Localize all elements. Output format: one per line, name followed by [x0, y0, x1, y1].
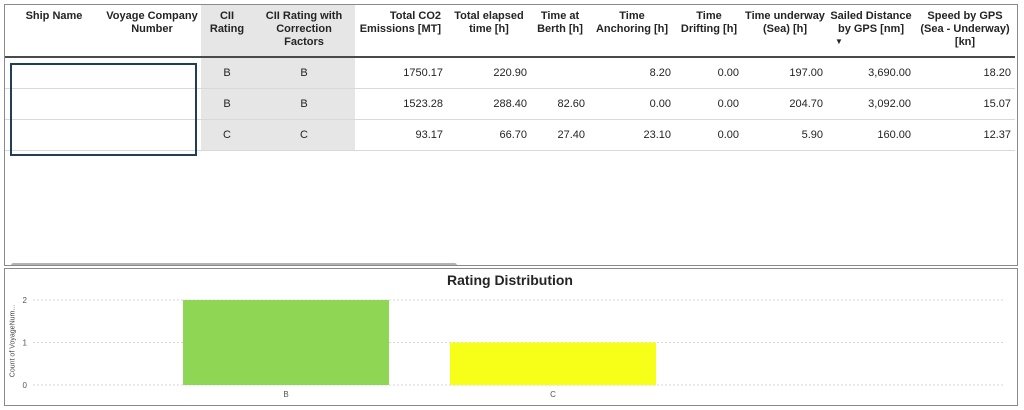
table-header-row: Ship Name Voyage Company Number CII Rati…: [5, 5, 1015, 58]
header-time-drifting[interactable]: Time Drifting [h]: [675, 5, 743, 58]
header-time-underway[interactable]: Time underway (Sea) [h]: [743, 5, 827, 58]
cell-speed[interactable]: 15.07: [915, 88, 1015, 120]
horizontal-scrollbar[interactable]: [11, 263, 457, 265]
chart-title: Rating Distribution: [447, 272, 573, 288]
cell-cii-rating-corr[interactable]: B: [253, 57, 355, 89]
x-tick-label-c: C: [550, 390, 556, 399]
cell-anchoring[interactable]: 8.20: [589, 57, 675, 89]
header-sailed-distance-label: Sailed Distance by GPS [nm]: [830, 10, 912, 35]
cell-speed[interactable]: 18.20: [915, 57, 1015, 89]
header-cii-rating-correction[interactable]: CII Rating with Correction Factors: [253, 5, 355, 58]
cell-berth[interactable]: 82.60: [531, 88, 589, 120]
header-total-co2[interactable]: Total CO2 Emissions [MT]: [355, 5, 447, 58]
cell-drifting[interactable]: 0.00: [675, 57, 743, 89]
header-time-at-berth[interactable]: Time at Berth [h]: [531, 5, 589, 58]
cell-distance[interactable]: 3,690.00: [827, 57, 915, 89]
table-row[interactable]: B B 1523.28 288.40 82.60 0.00 0.00 204.70 3,092.…: [5, 88, 1015, 120]
header-ship-name[interactable]: Ship Name: [5, 5, 103, 58]
selected-cell-outline: [10, 63, 197, 156]
cell-cii-rating-corr[interactable]: B: [253, 88, 355, 120]
cell-cii-rating[interactable]: B: [201, 57, 253, 89]
cell-voyage-number[interactable]: [103, 57, 201, 89]
voyage-table-visual: Ship Name Voyage Company Number CII Rati…: [4, 4, 1018, 266]
y-tick-label: 0: [23, 381, 28, 390]
x-tick-label-b: B: [283, 390, 288, 399]
rating-distribution-chart: Rating Distribution Count of VoyageNum..…: [4, 268, 1018, 406]
voyage-table: Ship Name Voyage Company Number CII Rati…: [5, 5, 1015, 151]
cell-total-co2[interactable]: 93.17: [355, 119, 447, 151]
cell-drifting[interactable]: 0.00: [675, 88, 743, 120]
cell-cii-rating[interactable]: B: [201, 88, 253, 120]
cell-ship-name[interactable]: [5, 119, 103, 151]
cell-anchoring[interactable]: 23.10: [589, 119, 675, 151]
cell-elapsed[interactable]: 66.70: [447, 119, 531, 151]
cell-ship-name[interactable]: [5, 57, 103, 89]
chart-plot-area: 0 1 2 B C: [23, 296, 1005, 399]
cell-distance[interactable]: 160.00: [827, 119, 915, 151]
header-cii-rating[interactable]: CII Rating: [201, 5, 253, 58]
cell-ship-name[interactable]: [5, 88, 103, 120]
cell-distance[interactable]: 3,092.00: [827, 88, 915, 120]
header-elapsed-time[interactable]: Total elapsed time [h]: [447, 5, 531, 58]
table-row[interactable]: B B 1750.17 220.90 8.20 0.00 197.00 3,690.00 18.…: [5, 57, 1015, 89]
cell-total-co2[interactable]: 1523.28: [355, 88, 447, 120]
y-tick-label: 2: [23, 296, 28, 305]
table-row[interactable]: C C 93.17 66.70 27.40 23.10 0.00 5.90 160.00 12.3…: [5, 119, 1015, 151]
cell-underway[interactable]: 197.00: [743, 57, 827, 89]
cell-berth[interactable]: [531, 57, 589, 89]
header-voyage-number[interactable]: Voyage Company Number: [103, 5, 201, 58]
header-sailed-distance[interactable]: Sailed Distance by GPS [nm] ▼: [827, 5, 915, 58]
header-time-anchoring[interactable]: Time Anchoring [h]: [589, 5, 675, 58]
cell-voyage-number[interactable]: [103, 88, 201, 120]
cell-underway[interactable]: 5.90: [743, 119, 827, 151]
bar-c[interactable]: [450, 342, 656, 386]
cell-berth[interactable]: 27.40: [531, 119, 589, 151]
cell-elapsed[interactable]: 220.90: [447, 57, 531, 89]
cell-voyage-number[interactable]: [103, 119, 201, 151]
cell-total-co2[interactable]: 1750.17: [355, 57, 447, 89]
cell-cii-rating[interactable]: C: [201, 119, 253, 151]
cell-underway[interactable]: 204.70: [743, 88, 827, 120]
cell-anchoring[interactable]: 0.00: [589, 88, 675, 120]
bar-b[interactable]: [183, 300, 389, 385]
y-tick-label: 1: [23, 339, 28, 348]
sort-descending-icon[interactable]: ▼: [835, 37, 843, 46]
header-speed-gps[interactable]: Speed by GPS (Sea - Underway) [kn]: [915, 5, 1015, 58]
cell-drifting[interactable]: 0.00: [675, 119, 743, 151]
cell-elapsed[interactable]: 288.40: [447, 88, 531, 120]
cell-speed[interactable]: 12.37: [915, 119, 1015, 151]
cell-cii-rating-corr[interactable]: C: [253, 119, 355, 151]
